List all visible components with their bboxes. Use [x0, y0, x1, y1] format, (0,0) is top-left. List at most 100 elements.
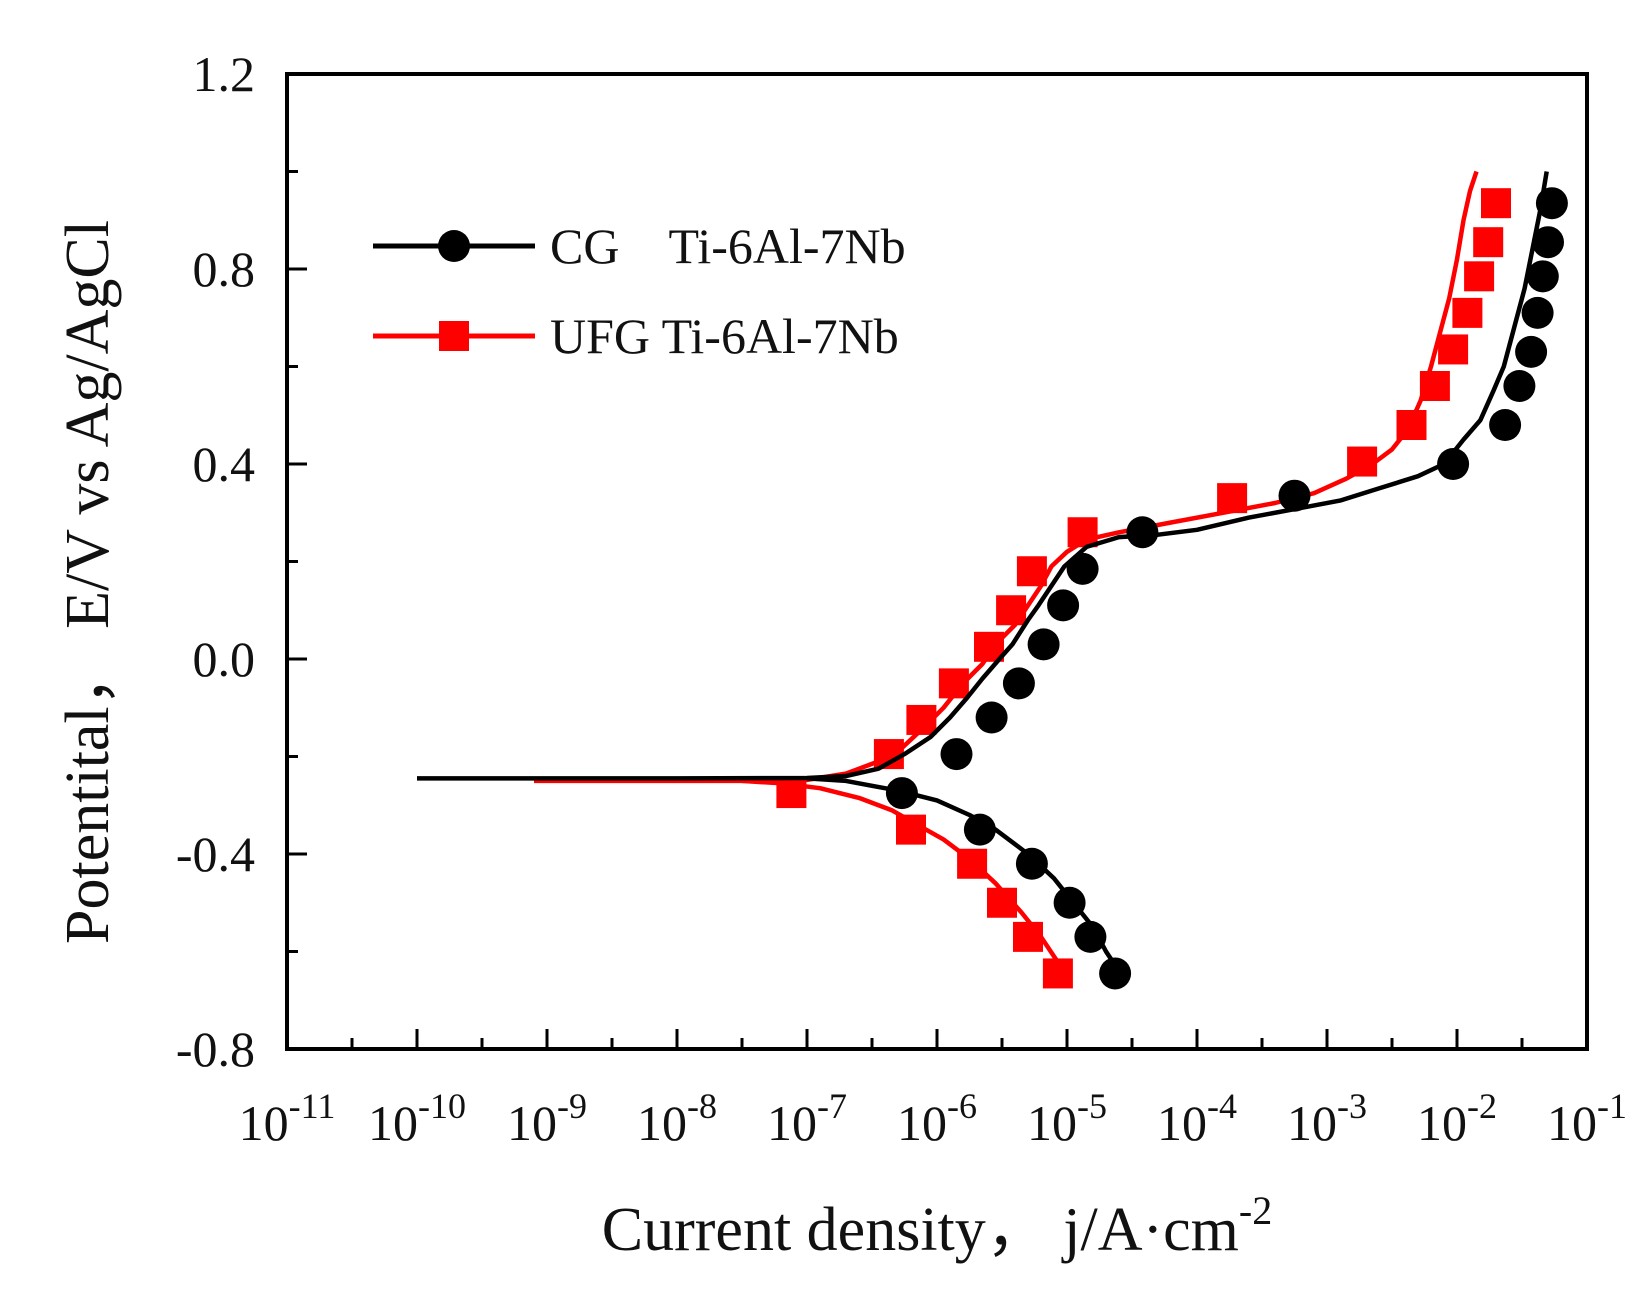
x-tick-exponent: -8: [687, 1086, 717, 1126]
data-point: [1526, 260, 1559, 293]
data-point: [1419, 371, 1450, 401]
data-point: [1535, 187, 1568, 220]
x-tick-labels: 10-11 10-10 10-9 10-8 10-7 10-6 10-5 10-4 10-3 10…: [239, 1086, 1627, 1151]
x-tick-base: 10: [767, 1095, 817, 1151]
legend-item: CG Ti-6Al-7Nb: [373, 218, 906, 274]
data-point: [1278, 479, 1311, 512]
data-point: [1473, 227, 1504, 258]
x-tick-label: 10-8: [637, 1086, 717, 1151]
x-tick-exponent: -9: [557, 1086, 587, 1126]
x-tick-base: 10: [239, 1095, 289, 1151]
data-point: [1437, 448, 1470, 480]
data-point: [1396, 410, 1427, 440]
data-point: [1067, 517, 1098, 548]
x-tick-exponent: -5: [1077, 1086, 1107, 1126]
x-tick-base: 10: [507, 1095, 557, 1151]
data-point: [776, 778, 807, 809]
data-point: [1515, 335, 1548, 368]
data-point: [1053, 886, 1086, 919]
series-line-anodic: [417, 171, 1549, 781]
data-point: [1027, 628, 1060, 661]
x-tick-exponent: -7: [817, 1086, 847, 1126]
data-point: [1532, 226, 1564, 259]
y-tick-marks: [287, 170, 307, 953]
x-tick-label: 10-5: [1027, 1086, 1107, 1151]
data-point: [1015, 847, 1048, 880]
data-point: [1066, 552, 1099, 585]
data-point: [938, 668, 969, 699]
y-tick-label: 1.2: [193, 46, 256, 102]
data-point: [1503, 370, 1536, 402]
legend-label: CG Ti-6Al-7Nb: [550, 218, 906, 274]
series-layer: [417, 170, 1568, 990]
x-tick-marks: [350, 1029, 1524, 1049]
legend-marker: [439, 321, 469, 351]
x-tick-label: 10-1: [1547, 1086, 1627, 1151]
y-tick-label: 0.8: [193, 241, 256, 297]
data-point: [1464, 261, 1495, 292]
data-point: [1452, 297, 1483, 328]
y-axis-title: Potentital， E/V vs Ag/AgCl: [54, 220, 122, 944]
data-point: [1099, 957, 1132, 990]
x-tick-base: 10: [1157, 1095, 1207, 1151]
y-tick-label: -0.4: [176, 826, 255, 882]
x-tick-label: 10-3: [1287, 1086, 1367, 1151]
x-tick-exponent: -4: [1207, 1086, 1237, 1126]
data-point: [957, 848, 988, 879]
data-point: [1521, 296, 1554, 329]
data-point: [1347, 446, 1378, 477]
y-tick-label: 0.0: [193, 631, 256, 687]
x-tick-label: 10-10: [368, 1086, 466, 1151]
x-tick-label: 10-4: [1157, 1086, 1237, 1151]
y-tick-label: 0.4: [193, 436, 256, 492]
y-tick-labels: -0.8 -0.4 0.0 0.4 0.8 1.2: [176, 46, 255, 1077]
data-point: [940, 738, 973, 771]
data-point: [1002, 667, 1035, 700]
plot-frame: [285, 72, 1589, 1051]
x-tick-label: 10-7: [767, 1086, 847, 1151]
x-tick-label: 10-11: [239, 1086, 336, 1151]
x-tick-exponent: -10: [418, 1086, 466, 1126]
data-point: [1126, 516, 1159, 549]
x-tick-base: 10: [368, 1095, 418, 1151]
x-tick-exponent: -3: [1337, 1086, 1367, 1126]
data-point: [996, 595, 1027, 626]
series-ufg: [534, 170, 1511, 989]
x-tick-base: 10: [1027, 1095, 1077, 1151]
data-point: [1047, 589, 1080, 622]
data-point: [1438, 334, 1469, 365]
data-point: [963, 813, 996, 846]
data-point: [1042, 958, 1073, 989]
y-tick-label: -0.8: [176, 1021, 255, 1077]
data-point: [1481, 188, 1511, 219]
x-tick-label: 10-9: [507, 1086, 587, 1151]
x-tick-exponent: -11: [289, 1086, 336, 1126]
data-point: [975, 701, 1008, 734]
data-point: [1217, 483, 1248, 514]
x-tick-base: 10: [1287, 1095, 1337, 1151]
x-tick-exponent: -1: [1597, 1086, 1627, 1126]
data-point: [906, 704, 937, 735]
x-tick-base: 10: [897, 1095, 947, 1151]
x-tick-exponent: -6: [947, 1086, 977, 1126]
legend-label: UFG Ti-6Al-7Nb: [550, 308, 899, 364]
data-point: [885, 777, 918, 810]
x-tick-base: 10: [637, 1095, 687, 1151]
legend: CG Ti-6Al-7Nb UFG Ti-6Al-7Nb: [373, 218, 906, 364]
x-tick-base: 10: [1417, 1095, 1467, 1151]
legend-item: UFG Ti-6Al-7Nb: [373, 308, 899, 364]
x-tick-base: 10: [1547, 1095, 1597, 1151]
data-point: [1074, 920, 1107, 953]
series-cg: [417, 171, 1568, 990]
data-point: [1013, 921, 1043, 952]
x-axis-title-superscript: -2: [1239, 1188, 1272, 1233]
data-point: [987, 887, 1017, 918]
legend-marker: [438, 230, 470, 262]
x-tick-exponent: -2: [1467, 1086, 1497, 1126]
data-point: [896, 814, 926, 845]
x-axis-title: Current density， j/A·cm-2: [602, 1188, 1272, 1264]
data-point: [1489, 409, 1522, 441]
x-tick-label: 10-2: [1417, 1086, 1497, 1151]
x-tick-label: 10-6: [897, 1086, 977, 1151]
